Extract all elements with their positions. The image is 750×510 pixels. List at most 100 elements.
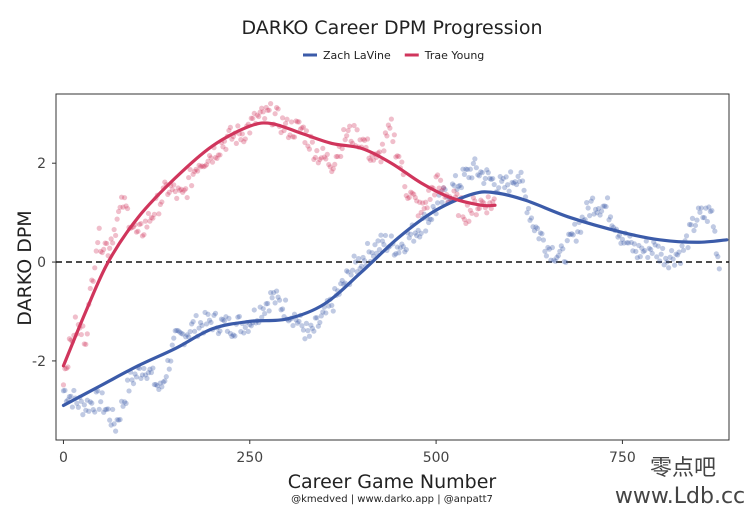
zach-lavine-point [156,386,162,393]
trae-young-point [364,136,371,142]
trae-young-point [110,240,116,246]
zach-lavine-point [296,318,302,325]
zach-lavine-point [481,180,487,187]
zach-lavine-point [530,224,536,230]
zach-lavine-point [248,323,254,329]
zach-lavine-point [193,312,199,319]
zach-lavine-point [190,319,196,325]
trae-young-point [323,156,329,162]
trae-young-point [150,215,156,221]
zach-lavine-point [208,319,214,326]
zach-lavine-point [654,254,660,260]
zach-lavine-point [130,380,137,387]
zach-lavine-point [104,406,110,412]
trae-young-point [326,161,332,168]
zach-lavine-point [364,240,371,247]
trae-young-point [312,154,318,161]
zach-lavine-point [98,399,104,405]
zach-lavine-point [132,371,138,377]
trae-young-point [81,341,87,347]
zach-lavine-point [87,399,93,405]
trae-young-point [175,185,181,191]
zach-lavine-point [124,377,131,383]
zach-lavine-point [379,238,386,244]
zach-lavine-point [569,231,575,237]
trae-young-point [239,131,245,137]
zach-lavine-point [123,400,129,406]
zach-lavine-point [317,319,323,326]
trae-young-point [469,210,475,216]
zach-lavine-point [536,236,542,242]
zach-lavine-point [187,329,193,335]
trae-young-point [405,195,411,201]
trae-young-point [139,233,146,239]
trae-young-point [169,186,175,193]
trae-young-point [151,211,157,217]
trae-young-point [423,199,429,205]
zach-lavine-point [351,253,357,259]
zach-lavine-point [669,248,675,254]
trae-young-point [92,265,98,271]
trae-young-point [159,199,165,205]
zach-lavine-point [241,330,247,336]
zach-lavine-point [464,166,471,173]
trae-young-point [121,195,128,201]
zach-lavine-point [454,186,460,193]
trae-young-point [227,124,233,131]
zach-lavine-point [475,172,481,178]
legend: Zach LaVine Trae Young [303,49,484,62]
trae-young-point [226,127,232,134]
zach-lavine-point [271,290,277,296]
zach-lavine-point [121,399,128,405]
trae-young-point [233,140,239,146]
trae-young-point [186,174,192,181]
trae-young-point [390,138,396,145]
trae-young-point [202,163,208,169]
trae-young-point [433,174,439,180]
zach-lavine-point [344,268,350,274]
x-axis-ticks: 0 250 500 750 [59,440,636,466]
zach-lavine-point [282,297,289,303]
trae-young-point [281,127,287,134]
trae-young-point [344,133,350,139]
zach-lavine-point [151,381,157,388]
zach-lavine-point [637,254,643,260]
trae-young-point [138,221,144,227]
zach-lavine-point [689,215,696,221]
trae-young-point [388,116,394,122]
zach-lavine-point [226,315,232,321]
trae-young-point [305,143,311,149]
zach-lavine-point [265,300,271,307]
trae-young-point [278,129,284,136]
zach-lavine-point [406,235,412,241]
trae-young-point [117,204,123,210]
zach-lavine-point [515,173,521,179]
zach-lavine-point [197,320,204,326]
zach-lavine-point [107,417,113,423]
zach-lavine-point [716,266,722,272]
zach-lavine-point [203,321,210,327]
zach-lavine-point [430,203,436,210]
zach-lavine-point [698,205,705,211]
trae-young-point [470,195,476,201]
zach-lavine-point [652,242,658,248]
zach-lavine-point [709,208,715,214]
zach-lavine-point [563,259,569,265]
trae-young-point [78,331,84,338]
trae-young-point [347,123,353,129]
zach-lavine-point [640,249,646,255]
zach-lavine-point [704,218,710,225]
trae-young-point [220,144,226,150]
y-axis-label: DARKO DPM [14,210,36,325]
trae-young-point [257,109,263,115]
zach-lavine-point [603,203,609,210]
zach-lavine-point [275,294,281,300]
zach-lavine-point [172,328,178,334]
zach-lavine-point [440,185,447,191]
trae-young-point [251,110,257,117]
zach-lavine-point [169,342,175,348]
zach-lavine-point [634,255,640,261]
zach-lavine-point [178,330,184,336]
trae-young-point [437,177,444,183]
zach-lavine-point [202,309,208,316]
